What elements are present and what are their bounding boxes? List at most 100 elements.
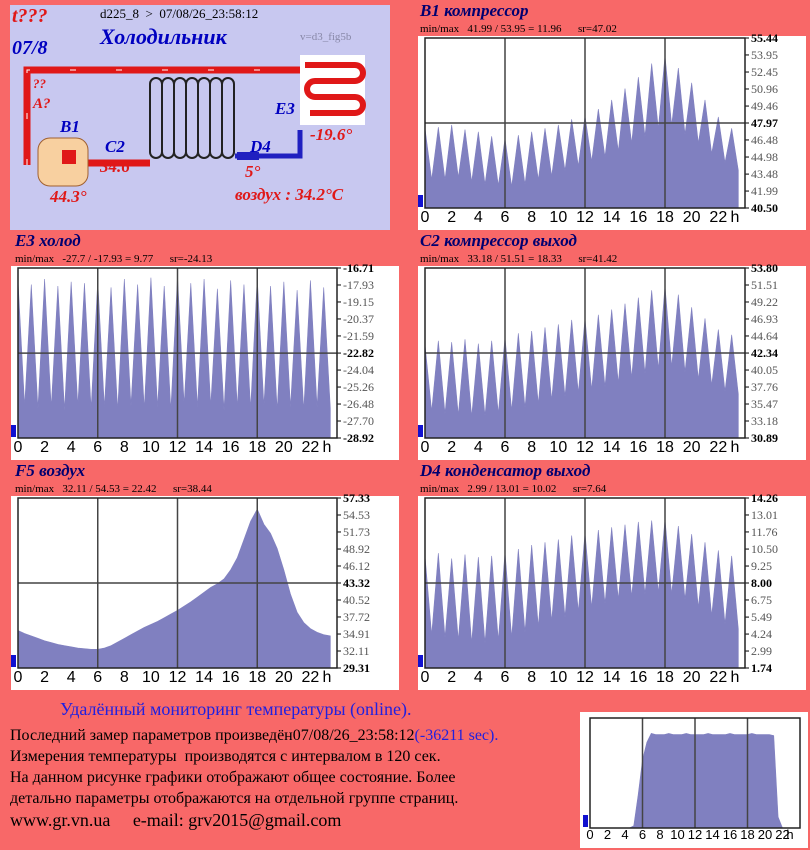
x-tick-label: 8 [120, 439, 129, 456]
x-tick-label: 18 [248, 669, 266, 686]
last-measure: Последний замер параметров произведён07/… [10, 727, 498, 744]
a-label: A? [32, 96, 51, 112]
last-measure-text: Последний замер параметров произведён07/… [10, 727, 415, 744]
y-tick-label: 5.49 [751, 610, 772, 624]
plot-frame [17, 267, 338, 439]
y-tick-label: 54.53 [343, 508, 370, 522]
x-tick-label: 12 [576, 439, 594, 456]
y-tick-label: 33.18 [751, 414, 778, 428]
chart-subtitle: min/max 2.99 / 13.01 = 10.02 sr=7.64 [420, 483, 607, 495]
x-tick-label: 4 [474, 209, 483, 226]
sensor-name: B1 [59, 117, 80, 136]
x-tick-label: 16 [629, 669, 647, 686]
x-tick-label: 0 [14, 439, 23, 456]
sensor-name: E3 [274, 99, 295, 118]
y-tick-label: 46.93 [751, 312, 778, 326]
condenser [149, 77, 235, 159]
x-tick-label: 16 [723, 827, 737, 842]
chart-title: B1 компрессор [419, 1, 529, 20]
x-tick-label: 12 [169, 669, 187, 686]
y-tick-label: -26.48 [343, 397, 374, 411]
x-tick-label: 14 [195, 669, 213, 686]
unknown: ?? [33, 76, 47, 91]
x-tick-label: 8 [120, 669, 129, 686]
x-unit: h [323, 669, 332, 686]
x-tick-label: 12 [169, 439, 187, 456]
x-tick-label: 6 [639, 827, 646, 842]
date: 07/8 [12, 37, 48, 59]
y-tick-label: 1.74 [751, 661, 772, 675]
y-tick-label: 35.47 [751, 397, 778, 411]
plot-frame [424, 37, 746, 209]
plot-frame [17, 497, 338, 669]
y-tick-label: 37.72 [343, 610, 370, 624]
sensor-d4 [237, 152, 259, 160]
y-tick-label: 49.46 [751, 99, 778, 113]
schematic-title: Холодильник [99, 24, 228, 49]
x-tick-label: 6 [501, 669, 510, 686]
x-tick-label: 6 [501, 439, 510, 456]
x-tick-label: 2 [604, 827, 611, 842]
y-tick-label: 52.45 [751, 65, 778, 79]
x-tick-label: 2 [447, 669, 456, 686]
x-tick-label: 14 [705, 827, 719, 842]
y-tick-label: 6.75 [751, 593, 772, 607]
evaporator-coil [304, 62, 366, 116]
y-tick-label: 46.48 [751, 133, 778, 147]
x-tick-label: 20 [683, 669, 701, 686]
y-tick-label: -20.37 [343, 312, 374, 326]
x-tick-label: 4 [621, 827, 628, 842]
x-tick-label: 16 [222, 669, 240, 686]
chart: D4 конденсатор выход min/max 2.99 / 13.01… [418, 461, 806, 690]
y-tick-label: 43.48 [751, 167, 778, 181]
x-tick-label: 20 [683, 209, 701, 226]
y-tick-label: 41.99 [751, 184, 778, 198]
x-tick-label: 18 [656, 669, 674, 686]
chart-subtitle: min/max 41.99 / 53.95 = 11.96 sr=47.02 [420, 23, 617, 35]
sensor-name: C2 [105, 137, 125, 156]
x-tick-label: 4 [67, 439, 76, 456]
x-unit: h [786, 827, 793, 842]
y-tick-label: -27.70 [343, 414, 374, 428]
chart-subtitle: min/max 33.18 / 51.51 = 18.33 sr=41.42 [420, 253, 617, 265]
chart: 0 2 4 6 8 10 12 14 16 18 20 22h [580, 712, 808, 848]
x-tick-label: 12 [576, 209, 594, 226]
plot-frame [424, 497, 746, 669]
pipe-arrows [26, 69, 300, 165]
x-tick-label: 8 [656, 827, 663, 842]
y-tick-label: -19.15 [343, 295, 374, 309]
x-tick-label: 6 [93, 439, 102, 456]
chart: C2 компрессор выход min/max 33.18 / 51.51… [418, 231, 806, 460]
sensor-name: D4 [249, 137, 271, 156]
y-tick-label: 57.33 [343, 491, 370, 505]
y-tick-label: 50.96 [751, 82, 778, 96]
x-tick-label: 14 [603, 669, 621, 686]
y-tick-label: 48.92 [343, 542, 370, 556]
footer-heading: Удалённый мониторинг температуры (online… [60, 699, 412, 720]
x-tick-label: 8 [527, 439, 536, 456]
x-tick-label: 12 [688, 827, 702, 842]
status-marker [11, 655, 16, 667]
status-marker [11, 425, 16, 437]
y-tick-label: 44.98 [751, 150, 778, 164]
x-tick-label: 10 [142, 439, 160, 456]
y-tick-label: 42.34 [751, 346, 778, 360]
x-tick-label: 10 [549, 669, 567, 686]
y-tick-label: 53.95 [751, 48, 778, 62]
x-unit: h [731, 209, 740, 226]
chart: E3 холод min/max -27.7 / -17.93 = 9.77 sr… [11, 231, 399, 460]
x-tick-label: 0 [421, 209, 430, 226]
x-tick-label: 6 [93, 669, 102, 686]
y-tick-label: 47.97 [751, 116, 778, 130]
y-tick-label: 29.31 [343, 661, 370, 675]
y-tick-label: 32.11 [343, 644, 370, 658]
x-tick-label: 6 [501, 209, 510, 226]
x-unit: h [323, 439, 332, 456]
y-tick-label: 43.32 [343, 576, 370, 590]
y-tick-label: -21.59 [343, 329, 374, 343]
x-tick-label: 20 [275, 669, 293, 686]
chart: F5 воздух min/max 32.11 / 54.53 = 22.42 s… [11, 461, 399, 690]
links: www.gr.vn.ua e-mail: grv2015@gmail.com [10, 810, 341, 830]
y-tick-label: 51.51 [751, 278, 778, 292]
y-tick-label: 53.80 [751, 261, 778, 275]
